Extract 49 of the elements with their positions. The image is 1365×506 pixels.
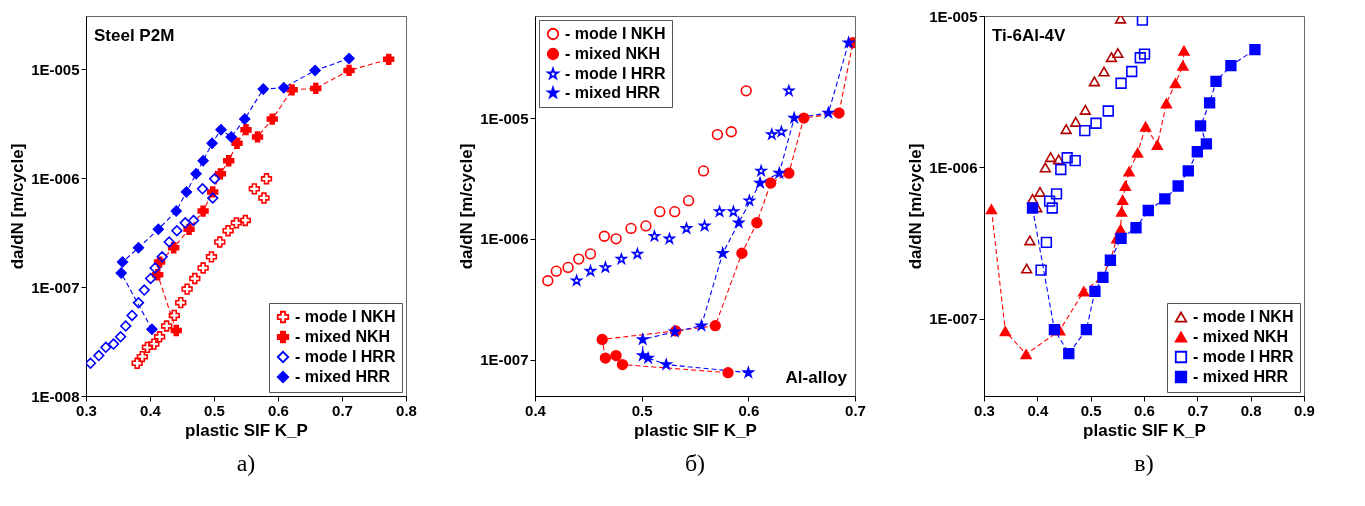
legend-label: - mixed HRR [565,84,661,101]
annotation: Ti-6Al-4V [992,26,1067,45]
y-tick-label: 1E-006 [929,158,978,176]
x-tick-label: 0.8 [1240,401,1262,419]
legend-label: - mode I HRR [1193,348,1294,365]
legend-label: - mixed NKH [295,328,391,345]
annotation: Steel P2M [94,26,175,45]
y-tick-label: 1E-005 [31,60,80,78]
legend-label: - mode I NKH [565,25,666,42]
y-tick-label: 1E-007 [480,351,529,369]
legend-label: - mode I HRR [565,65,666,82]
y-axis-title: da/dN [m/cycle] [8,143,28,270]
legend-label: - mode I NKH [1193,308,1294,325]
y-tick-label: 1E-005 [480,109,529,127]
legend-label: - mixed NKH [1193,328,1289,345]
x-tick-label: 0.5 [1080,401,1102,419]
x-tick-label: 0.6 [268,401,289,419]
text: б) [684,450,706,476]
x-tick-label: 0.9 [1294,401,1315,419]
legend-label: - mixed NKH [565,45,661,62]
y-tick-label: 1E-007 [929,310,978,328]
x-axis-title: plastic SIF K_P [1083,420,1206,440]
x-tick-label: 0.7 [1187,401,1209,419]
text: a) [236,450,256,476]
legend-label: - mixed HRR [1193,368,1289,385]
x-tick-label: 0.6 [1134,401,1155,419]
x-axis-title: plastic SIF K_P [634,420,757,440]
annotation: Al-alloy [785,368,848,387]
x-tick-label: 0.4 [525,401,547,419]
x-tick-label: 0.5 [631,401,653,419]
x-axis-title: plastic SIF K_P [185,420,308,440]
legend-label: - mode I NKH [295,308,396,325]
x-tick-label: 0.8 [396,401,417,419]
y-tick-label: 1E-006 [31,169,80,187]
y-axis-title: da/dN [m/cycle] [906,143,926,270]
y-tick-label: 1E-007 [31,278,80,296]
y-axis-title: da/dN [m/cycle] [457,143,477,270]
x-tick-label: 0.5 [204,401,225,419]
x-tick-label: 0.7 [332,401,353,419]
legend-label: - mixed HRR [295,368,391,385]
x-tick-label: 0.7 [845,401,866,419]
x-tick-label: 0.4 [140,401,162,419]
y-tick-label: 1E-005 [929,7,978,25]
legend-label: - mode I HRR [295,348,396,365]
x-tick-label: 0.4 [1027,401,1049,419]
x-tick-label: 0.3 [974,401,995,419]
x-tick-label: 0.6 [738,401,760,419]
text: в) [1134,450,1154,476]
y-tick-label: 1E-006 [480,230,529,248]
